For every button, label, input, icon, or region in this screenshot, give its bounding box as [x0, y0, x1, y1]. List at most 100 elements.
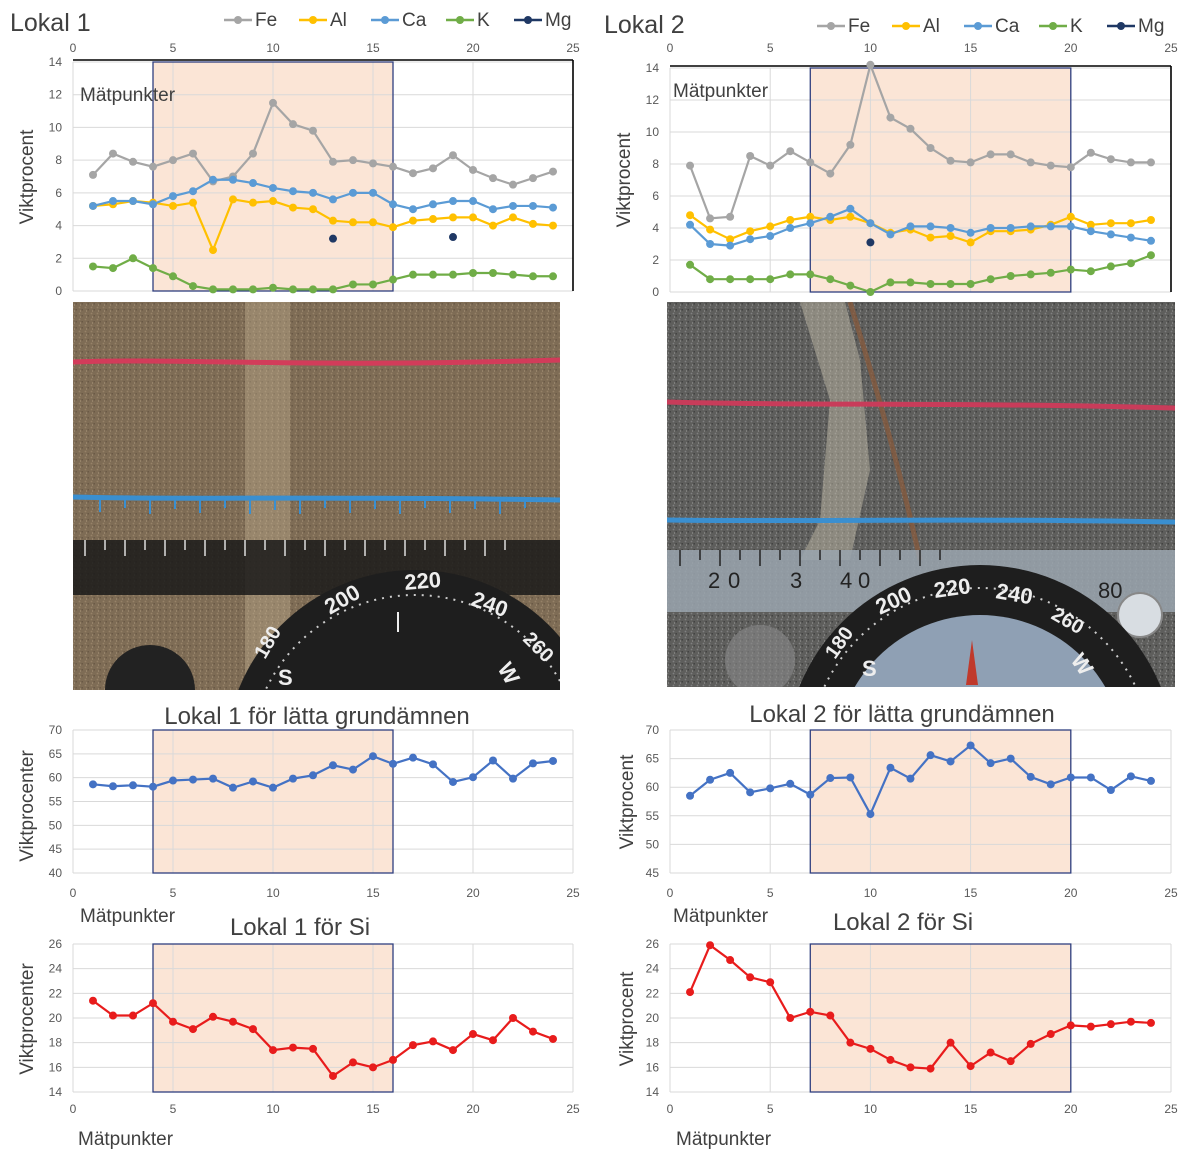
y-tick-label: 70 — [646, 723, 660, 737]
x-axis-label: Mätpunkter — [78, 1129, 174, 1150]
data-point-ca — [766, 232, 775, 240]
data-point-series — [706, 775, 715, 784]
data-point-ca — [966, 228, 975, 237]
x-tick-label: 0 — [667, 886, 674, 900]
data-point-series — [209, 1012, 217, 1021]
data-point-k — [706, 275, 715, 284]
legend-lokal-2: Fe Al Ca K Mg — [817, 16, 1164, 37]
data-point-ca — [509, 201, 517, 210]
data-point-k — [489, 269, 497, 278]
data-point-series — [309, 1044, 317, 1053]
data-point-ca — [906, 222, 915, 231]
y-tick-label: 55 — [646, 809, 660, 823]
data-point-fe — [529, 174, 537, 183]
y-tick-label: 6 — [55, 186, 62, 200]
data-point-fe — [986, 150, 995, 159]
data-point-series — [269, 1046, 277, 1055]
y-tick-label: 12 — [49, 88, 63, 102]
data-point-fe — [826, 169, 835, 178]
data-point-fe — [89, 170, 97, 179]
y-tick-label: 8 — [652, 157, 659, 171]
data-point-fe — [309, 126, 317, 135]
data-point-ca — [1006, 224, 1015, 232]
highlight-border — [809, 67, 1072, 293]
highlight-band — [810, 730, 1071, 873]
y-tick-label: 24 — [49, 962, 63, 976]
data-point-series — [529, 1027, 537, 1036]
data-point-series — [1066, 1021, 1075, 1030]
data-point-series — [1086, 773, 1095, 782]
data-point-al — [449, 213, 457, 222]
data-point-ca — [806, 219, 815, 228]
data-point-series — [329, 761, 337, 770]
data-point-ca — [449, 197, 457, 206]
data-point-series — [489, 756, 497, 765]
y-tick-label: 26 — [646, 937, 660, 951]
y-tick-label: 65 — [49, 747, 63, 761]
data-point-fe — [1146, 158, 1155, 167]
y-tick-label: 14 — [646, 61, 660, 75]
data-point-al — [1066, 212, 1075, 221]
data-point-ca — [986, 224, 995, 232]
y-axis-label: Viktprocent — [617, 754, 638, 849]
data-point-ca — [309, 188, 317, 197]
data-point-ca — [946, 224, 955, 232]
data-point-al — [1086, 220, 1095, 229]
data-point-series — [129, 781, 137, 790]
data-point-series — [149, 782, 157, 791]
data-point-fe — [726, 212, 735, 221]
data-point-al — [169, 201, 177, 210]
data-point-series — [409, 753, 417, 762]
data-point-k — [1146, 251, 1155, 260]
data-point-k — [449, 270, 457, 279]
y-tick-label: 14 — [646, 1085, 660, 1099]
photo-1-blue-line — [73, 494, 560, 503]
y-tick-label: 4 — [652, 221, 659, 235]
data-point-al — [329, 216, 337, 225]
data-point-al — [786, 216, 795, 224]
data-point-al — [249, 198, 257, 207]
data-point-series — [746, 973, 755, 982]
data-point-fe — [946, 156, 955, 165]
x-tick-label: 25 — [1164, 41, 1178, 55]
data-point-series — [806, 790, 815, 799]
photo-2-ruler-label: 0 — [858, 568, 870, 593]
y-tick-label: 2 — [652, 253, 659, 267]
data-point-series — [906, 1063, 915, 1072]
data-point-ca — [169, 192, 177, 201]
data-point-fe — [169, 156, 177, 165]
x-tick-label: 10 — [864, 886, 878, 900]
x-tick-label: 20 — [466, 41, 480, 55]
data-point-ca — [349, 188, 357, 197]
x-tick-label: 0 — [667, 1102, 674, 1116]
data-point-ca — [549, 203, 557, 212]
data-point-series — [946, 757, 955, 766]
data-point-series — [1126, 1017, 1135, 1026]
x-tick-label: 10 — [266, 886, 280, 900]
y-axis-label: Viktprocenter — [17, 750, 38, 862]
data-point-ca — [1106, 230, 1115, 239]
photo-1-knob — [105, 645, 195, 690]
data-point-series — [766, 978, 775, 987]
data-point-series — [549, 1034, 557, 1043]
x-tick-label: 10 — [864, 41, 878, 55]
data-point-series — [369, 752, 377, 761]
y-tick-label: 16 — [646, 1060, 660, 1074]
data-point-series — [746, 788, 755, 797]
data-point-ca — [89, 201, 97, 210]
data-point-series — [826, 1011, 835, 1020]
data-point-mg — [449, 233, 457, 242]
data-point-series — [1146, 776, 1155, 785]
photo-lokal-2: 2 0 3 4 0 200 220 240 260 180 S W 80 — [667, 302, 1175, 687]
data-point-ca — [1086, 227, 1095, 236]
data-point-series — [1106, 786, 1115, 795]
data-point-k — [169, 272, 177, 281]
data-point-fe — [706, 214, 715, 223]
photo-1-compass-label: S — [278, 665, 293, 690]
data-point-series — [229, 783, 237, 792]
data-point-al — [389, 223, 397, 232]
y-tick-label: 0 — [55, 284, 62, 298]
data-point-al — [229, 195, 237, 204]
data-point-fe — [766, 161, 775, 170]
data-point-series — [389, 1055, 397, 1064]
